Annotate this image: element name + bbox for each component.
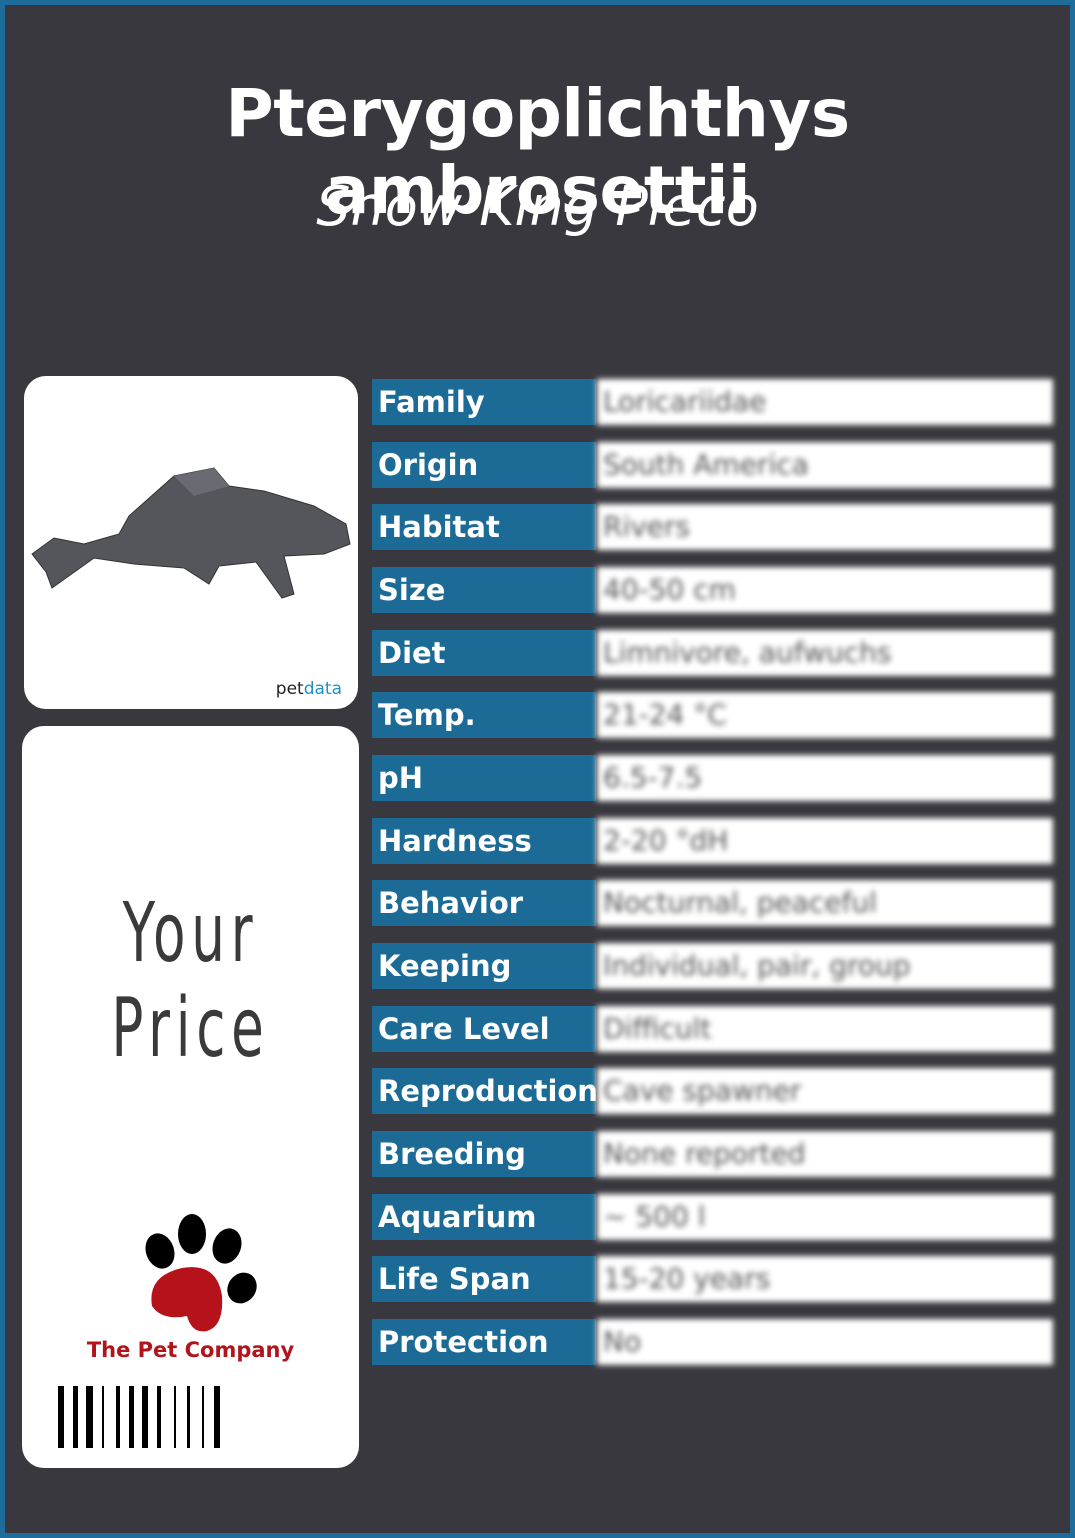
row-label: Aquarium — [372, 1193, 596, 1240]
row-label: Protection — [372, 1319, 596, 1366]
subtitle: Snow King Pleco — [316, 175, 759, 238]
barcode-bar — [102, 1386, 104, 1448]
row-value: 40-50 cm — [597, 567, 1053, 613]
company-name: The Pet Company — [86, 1338, 295, 1362]
table-row: Temp. 21-24 °C — [372, 692, 1053, 739]
watermark-a: pet — [275, 679, 304, 699]
image-card: petdata — [24, 376, 358, 709]
row-label: Reproduction — [372, 1068, 598, 1115]
row-value: 2-20 °dH — [597, 817, 1053, 864]
barcode-bar — [86, 1386, 93, 1448]
title: Pterygoplichthys ambrosettii — [225, 75, 850, 229]
row-value: No — [597, 1319, 1053, 1366]
row-label: Hardness — [372, 817, 596, 864]
row-label: pH — [372, 755, 596, 802]
table-row: Size 40-50 cm — [372, 567, 1053, 613]
row-value: ~ 500 l — [597, 1193, 1053, 1240]
row-label: Origin — [372, 441, 596, 488]
fish-image — [31, 467, 351, 599]
row-value: 6.5-7.5 — [597, 755, 1053, 802]
table-row: Diet Limnivore, aufwuchs — [372, 629, 1053, 676]
row-value: Nocturnal, peaceful — [597, 880, 1053, 927]
barcode-bar — [187, 1386, 190, 1448]
row-value: Loricariidae — [597, 379, 1053, 425]
row-label: Size — [372, 567, 596, 613]
row-label: Keeping — [372, 943, 596, 990]
row-value: None reported — [597, 1131, 1053, 1178]
row-value: Rivers — [597, 504, 1053, 551]
row-value: Cave spawner — [597, 1068, 1053, 1115]
row-value: Individual, pair, group — [597, 943, 1053, 990]
table-row: Aquarium ~ 500 l — [372, 1193, 1053, 1240]
barcode-bar — [214, 1386, 220, 1448]
watermark-b: data — [303, 679, 342, 699]
barcode-bar — [142, 1386, 148, 1448]
watermark: petdata — [276, 679, 342, 699]
price-label: Your Price — [111, 886, 270, 1076]
row-value: 21-24 °C — [597, 692, 1053, 739]
row-label: Diet — [372, 629, 596, 676]
row-label: Breeding — [372, 1131, 596, 1178]
barcode-bar — [58, 1386, 64, 1448]
table-row: pH 6.5-7.5 — [372, 755, 1053, 802]
row-value: Difficult — [597, 1005, 1053, 1052]
table-row: Habitat Rivers — [372, 504, 1053, 551]
row-value: 15-20 years — [597, 1256, 1053, 1303]
row-value: Limnivore, aufwuchs — [597, 629, 1053, 676]
table-row: Protection No — [372, 1319, 1053, 1366]
paw-logo — [145, 1214, 257, 1332]
table-row: Breeding None reported — [372, 1131, 1053, 1178]
price-card: Your Price The Pet Company — [22, 726, 359, 1468]
row-label: Care Level — [372, 1005, 596, 1052]
table-row: Life Span 15-20 years — [372, 1256, 1053, 1303]
row-value: South America — [597, 441, 1053, 488]
table-row: Reproduction Cave spawner — [372, 1068, 1053, 1115]
row-label: Family — [372, 379, 596, 425]
table-row: Care Level Difficult — [372, 1005, 1053, 1052]
barcode-bar — [129, 1386, 134, 1448]
row-label: Temp. — [372, 692, 596, 739]
table-row: Hardness 2-20 °dH — [372, 817, 1053, 864]
barcode-bar — [157, 1386, 161, 1448]
row-label: Habitat — [372, 504, 596, 551]
table-row: Behavior Nocturnal, peaceful — [372, 880, 1053, 927]
barcode-bar — [116, 1386, 120, 1448]
table-row: Family Loricariidae — [372, 379, 1053, 425]
row-label: Life Span — [372, 1256, 596, 1303]
row-label: Behavior — [372, 880, 596, 927]
barcode — [58, 1386, 220, 1448]
table-row: Keeping Individual, pair, group — [372, 943, 1053, 990]
barcode-bar — [202, 1386, 204, 1448]
barcode-bar — [174, 1386, 176, 1448]
table-row: Origin South America — [372, 441, 1053, 488]
barcode-bar — [73, 1386, 78, 1448]
